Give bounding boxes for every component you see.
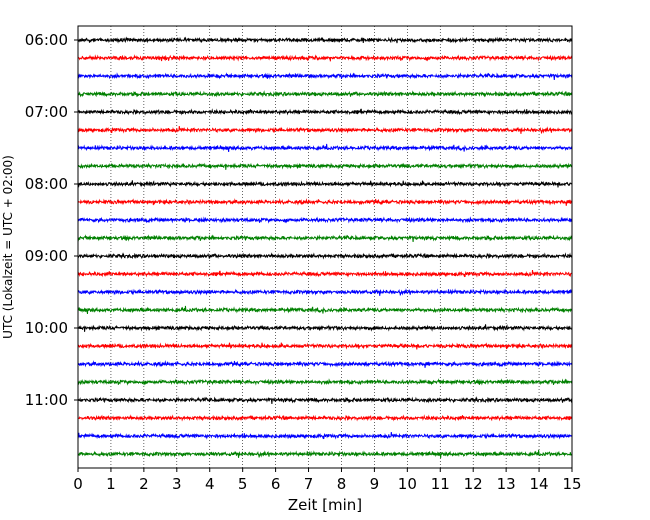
- x-axis-ticks: 0 1 2 3 4 5 6 7 8 9 10 11 12 13 14 15: [73, 468, 582, 493]
- trace-0645: [77, 90, 573, 98]
- x-tick-label-4: 4: [205, 475, 215, 493]
- trace-1130: [77, 432, 573, 440]
- trace-0830: [77, 216, 573, 224]
- x-tick-label-0: 0: [73, 475, 83, 493]
- trace-0745: [77, 162, 573, 170]
- trace-0715: [77, 126, 573, 134]
- trace-0815: [77, 198, 573, 206]
- y-axis-label: UTC (Lokalzeit = UTC + 02:00): [1, 155, 15, 339]
- x-tick-label-11: 11: [431, 475, 450, 493]
- y-tick-label-0600: 06:00: [25, 31, 68, 49]
- x-tick-label-15: 15: [562, 475, 581, 493]
- y-axis-ticks: 06:00 07:00 08:00 09:00 10:00 11:00: [25, 31, 78, 409]
- x-tick-label-3: 3: [172, 475, 182, 493]
- x-tick-label-7: 7: [304, 475, 314, 493]
- trace-0915: [77, 270, 573, 278]
- trace-0600: [77, 36, 573, 44]
- trace-0845: [77, 234, 573, 243]
- trace-0730: [77, 143, 573, 153]
- trace-1100: [77, 396, 573, 405]
- trace-1115: [77, 414, 573, 422]
- x-tick-label-9: 9: [370, 475, 380, 493]
- y-tick-label-0900: 09:00: [25, 247, 68, 265]
- x-tick-label-13: 13: [497, 475, 516, 493]
- x-tick-label-2: 2: [139, 475, 149, 493]
- x-tick-label-8: 8: [337, 475, 347, 493]
- trace-1015: [77, 342, 573, 350]
- trace-1145: [77, 449, 573, 459]
- x-axis-label: Zeit [min]: [288, 496, 362, 514]
- x-tick-label-5: 5: [238, 475, 248, 493]
- trace-1000: [77, 324, 573, 332]
- trace-0945: [77, 305, 573, 315]
- y-tick-label-0700: 07:00: [25, 103, 68, 121]
- trace-0900: [77, 252, 573, 260]
- y-tick-label-0800: 08:00: [25, 175, 68, 193]
- x-tick-label-1: 1: [106, 475, 116, 493]
- x-tick-label-12: 12: [464, 475, 483, 493]
- y-tick-label-1100: 11:00: [25, 391, 68, 409]
- plot-frame: [77, 25, 573, 469]
- trace-0630: [77, 72, 573, 81]
- trace-0800: [77, 180, 573, 188]
- trace-1045: [77, 378, 573, 386]
- trace-1030: [77, 360, 573, 368]
- x-tick-label-10: 10: [398, 475, 417, 493]
- x-tick-label-14: 14: [530, 475, 549, 493]
- x-tick-label-6: 6: [271, 475, 281, 493]
- trace-0615: [77, 54, 573, 62]
- seismic-traces: [77, 36, 573, 459]
- y-tick-label-1000: 10:00: [25, 319, 68, 337]
- trace-0700: [77, 108, 573, 116]
- trace-0930: [77, 288, 573, 296]
